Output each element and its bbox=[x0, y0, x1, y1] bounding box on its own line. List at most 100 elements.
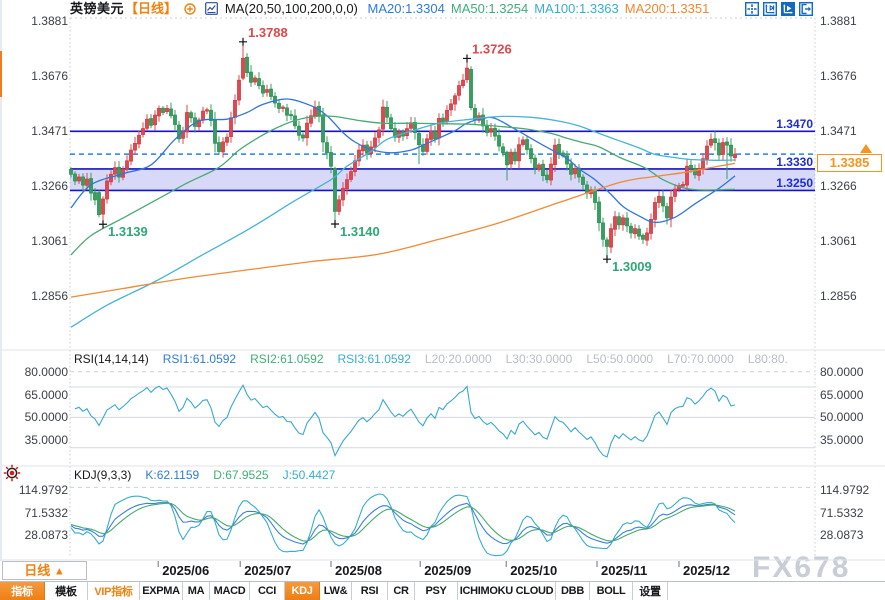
tab-模板[interactable]: 模板 bbox=[45, 582, 88, 600]
rsi-axis-label-right: 65.0000 bbox=[820, 387, 864, 402]
candle-body bbox=[225, 136, 229, 143]
tab-CCI[interactable]: CCI bbox=[250, 582, 285, 600]
annotation-1.3788: 1.3788 bbox=[248, 25, 288, 40]
candle-body bbox=[445, 109, 449, 123]
candle-body bbox=[525, 139, 529, 150]
candle-body bbox=[645, 232, 649, 241]
price-axis-label-left: 1.3881 bbox=[31, 13, 68, 28]
candle-body bbox=[413, 122, 417, 134]
axis-scale-left-icon[interactable] bbox=[763, 2, 777, 16]
tab-LW&[interactable]: LW& bbox=[320, 582, 352, 600]
extreme-cross-marker bbox=[239, 37, 247, 46]
candle-body bbox=[173, 114, 177, 125]
candle-body bbox=[633, 228, 637, 235]
candle-body bbox=[441, 117, 445, 123]
rsi-axis-label-left: 65.0000 bbox=[24, 387, 68, 402]
rsi-legend-L30: L30:30.0000 bbox=[505, 352, 573, 366]
ma20-line bbox=[70, 98, 736, 224]
tab-ICHIMOKU CLOUD[interactable]: ICHIMOKU CLOUD bbox=[458, 582, 556, 600]
move-crosshair-icon[interactable] bbox=[745, 2, 759, 16]
tab-指标[interactable]: 指标 bbox=[0, 582, 45, 600]
candle-body bbox=[557, 143, 561, 154]
add-indicator-icon[interactable] bbox=[183, 3, 196, 18]
candle-body bbox=[249, 71, 253, 83]
exit-right-icon[interactable] bbox=[799, 2, 813, 16]
candle-body bbox=[573, 167, 577, 175]
rsi-axis-label-right: 35.0000 bbox=[820, 433, 864, 448]
kdj-axis-label-right: 71.5332 bbox=[820, 505, 864, 520]
tab-RSI[interactable]: RSI bbox=[352, 582, 388, 600]
tab-设置[interactable]: 设置 bbox=[633, 582, 668, 600]
candle-body bbox=[337, 199, 341, 212]
candle-body bbox=[417, 132, 421, 146]
candle-body bbox=[597, 201, 601, 224]
ma-settings-icon[interactable] bbox=[205, 2, 219, 18]
date-label-2025/06: 2025/06 bbox=[162, 563, 210, 578]
kdj-k-line bbox=[70, 501, 736, 545]
candle-body bbox=[489, 128, 493, 133]
tab-BOLL[interactable]: BOLL bbox=[590, 582, 633, 600]
indicator-marker-icon[interactable] bbox=[3, 464, 21, 482]
candle-body bbox=[517, 144, 521, 162]
rsi-line bbox=[74, 383, 736, 458]
candle-body bbox=[649, 218, 653, 234]
tab-MA[interactable]: MA bbox=[183, 582, 210, 600]
tab-DBB[interactable]: DBB bbox=[556, 582, 590, 600]
candle-body bbox=[105, 180, 109, 200]
period-selector-button[interactable]: 日线 ▲ bbox=[2, 561, 87, 580]
kdj-axis-label-left: 71.5332 bbox=[24, 505, 68, 520]
candle-body bbox=[321, 114, 325, 143]
left-scrollbar-thumb[interactable] bbox=[0, 51, 2, 97]
kdj-axis-label-left: 114.9792 bbox=[18, 483, 68, 497]
candle-body bbox=[621, 217, 625, 226]
ma100-line bbox=[70, 115, 736, 328]
candle-body bbox=[509, 151, 513, 165]
tab-MACD[interactable]: MACD bbox=[210, 582, 250, 600]
candle-body bbox=[157, 108, 161, 117]
candle-body bbox=[185, 112, 189, 133]
candle-body bbox=[153, 114, 157, 126]
date-label-2025/09: 2025/09 bbox=[424, 563, 472, 578]
candle-body bbox=[705, 145, 709, 160]
up-candles bbox=[77, 45, 737, 253]
annotation-1.3009: 1.3009 bbox=[612, 259, 652, 274]
level-label-1.3250: 1.3250 bbox=[776, 176, 813, 191]
price-axis-label-left: 1.3061 bbox=[31, 234, 68, 249]
axis-scale-right-icon[interactable] bbox=[781, 2, 795, 16]
candle-body bbox=[729, 144, 733, 157]
date-label-2025/11: 2025/11 bbox=[601, 563, 648, 578]
candle-body bbox=[189, 112, 193, 119]
candle-body bbox=[305, 122, 309, 139]
symbol-title: 英镑美元 bbox=[70, 1, 125, 16]
candle-body bbox=[229, 117, 233, 138]
main-pane-header: 英镑美元【日线】 MA(20,50,100,200,0,0) MA20:1.33… bbox=[70, 1, 815, 18]
candle-body bbox=[253, 77, 257, 83]
left-scrollbar-track[interactable] bbox=[0, 0, 2, 561]
candle-body bbox=[701, 158, 705, 169]
price-up-arrow-icon bbox=[860, 143, 872, 153]
rsi-title: RSI(14,14,14) bbox=[74, 352, 149, 366]
kdj-title: KDJ(9,3,3) bbox=[74, 468, 132, 482]
annotation-1.3139: 1.3139 bbox=[108, 224, 148, 239]
candle-body bbox=[201, 110, 205, 121]
candle-body bbox=[457, 85, 461, 96]
candle-body bbox=[725, 141, 729, 146]
candle-body bbox=[625, 217, 629, 227]
rsi-legend-L80: L80:80. bbox=[747, 352, 788, 366]
tab-CR[interactable]: CR bbox=[388, 582, 415, 600]
tab-PSY[interactable]: PSY bbox=[415, 582, 458, 600]
price-axis-label-left: 1.3471 bbox=[31, 124, 68, 138]
candle-body bbox=[465, 67, 469, 81]
ma-value-MA100: MA100:1.3363 bbox=[534, 1, 619, 16]
rsi-legend-RSI3: RSI3:61.0592 bbox=[337, 352, 411, 366]
candle-body bbox=[273, 95, 277, 104]
tab-KDJ[interactable]: KDJ bbox=[285, 582, 320, 600]
candle-body bbox=[177, 124, 181, 140]
candle-body bbox=[665, 206, 669, 219]
candle-body bbox=[333, 167, 337, 212]
tab-EXPMA[interactable]: EXPMA bbox=[140, 582, 183, 600]
tab-VIP指标[interactable]: VIP指标 bbox=[88, 582, 140, 600]
period-label: 【日线】 bbox=[125, 1, 178, 16]
candle-body bbox=[461, 79, 465, 86]
